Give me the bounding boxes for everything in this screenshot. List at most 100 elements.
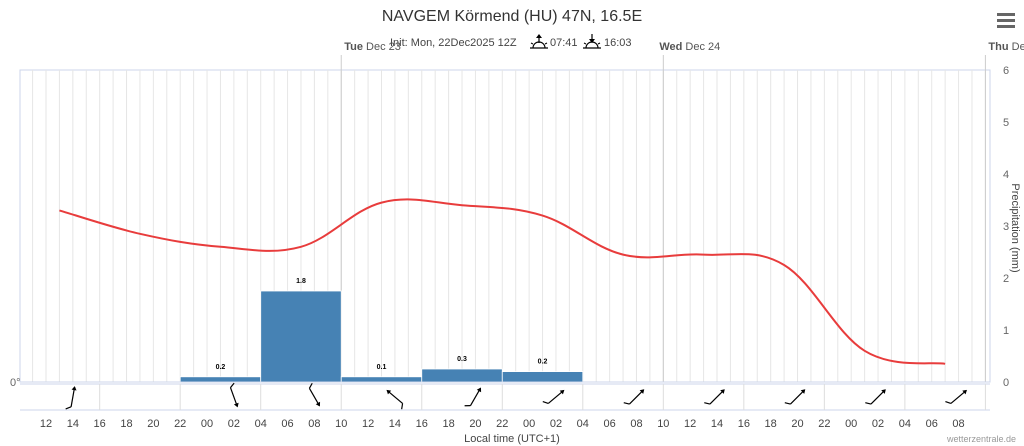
x-tick-label: 20 — [147, 418, 159, 430]
wind-barb-icon — [386, 389, 404, 410]
x-tick-label: 22 — [818, 418, 830, 430]
wind-barb-icon — [704, 389, 725, 405]
wind-barb-icon — [229, 382, 239, 408]
wind-barb-head — [800, 389, 806, 394]
wind-barb-shaft — [790, 389, 806, 405]
day-label-weekday: Tue — [344, 41, 363, 53]
sunset-time: 16:03 — [604, 37, 632, 49]
y-tick-label: 3 — [1003, 221, 1009, 233]
wind-barb-flag — [623, 402, 630, 405]
sunrise-icon — [530, 34, 548, 49]
x-tick-label: 06 — [926, 418, 938, 430]
wind-barb-flag — [229, 382, 235, 388]
wind-barb-icon — [464, 387, 482, 407]
precip-bar-label: 0.2 — [216, 364, 226, 371]
wind-barb-icon — [945, 389, 967, 404]
wind-barb-flag — [401, 403, 404, 410]
precip-bar-label: 0.2 — [538, 359, 548, 366]
wind-barb-flag — [865, 402, 872, 405]
wind-barb-icon — [865, 389, 886, 405]
trend-line — [59, 198, 946, 365]
wind-barb-shaft — [386, 390, 403, 404]
wind-barb-head — [386, 389, 392, 395]
wind-barb-head — [233, 402, 239, 408]
wind-barb-head — [476, 387, 482, 393]
init-label: Init: Mon, 22Dec2025 12Z — [390, 37, 517, 49]
y-tick-label: 2 — [1003, 273, 1009, 285]
x-tick-label: 22 — [496, 418, 508, 430]
wind-barb-shaft — [628, 389, 644, 405]
hamburger-menu-icon — [997, 13, 1015, 28]
wind-barb-icon — [65, 386, 77, 410]
x-tick-label: 00 — [201, 418, 213, 430]
y-axis-title: Precipitation (mm) — [1009, 183, 1021, 272]
sunset-icon — [583, 34, 601, 49]
precip-bar-label: 0.3 — [457, 356, 467, 363]
wind-barb-shaft — [229, 387, 238, 407]
x-tick-label: 02 — [550, 418, 562, 430]
wind-barb-shaft — [870, 389, 886, 405]
wind-barb-icon — [623, 389, 645, 405]
wind-barbs — [20, 382, 990, 411]
day-label: Thu Dec 25 — [988, 41, 1024, 53]
wind-barb-flag — [65, 406, 72, 410]
day-label: Wed Dec 24 — [659, 41, 720, 53]
wind-barb-flag — [308, 382, 313, 389]
wind-barb-flag — [464, 405, 471, 407]
x-tick-label: 20 — [469, 418, 481, 430]
day-label-date: Dec 25 — [1009, 41, 1024, 53]
x-tick-label: 00 — [845, 418, 857, 430]
x-tick-label: 22 — [174, 418, 186, 430]
wind-barb-icon — [784, 389, 806, 405]
wind-barb-shaft — [308, 388, 320, 406]
x-tick-label: 04 — [577, 418, 589, 430]
wind-barb-head — [315, 401, 321, 407]
wind-barb-shaft — [469, 388, 481, 406]
wind-barb-icon — [542, 389, 565, 404]
x-tick-label: 02 — [228, 418, 240, 430]
x-axis-title: Local time (UTC+1) — [464, 433, 560, 445]
grid-layer — [19, 55, 991, 383]
trend-line-layer — [59, 198, 946, 365]
y-tick-label: 5 — [1003, 117, 1009, 129]
credit-label: wetterzentrale.de — [946, 434, 1016, 444]
chart-menu-button[interactable] — [995, 11, 1017, 29]
day-label: Tue Dec 23 — [344, 41, 401, 53]
wind-barb-icon — [308, 382, 321, 407]
wind-barb-head — [71, 386, 77, 391]
wind-barb-shaft — [547, 390, 565, 404]
x-tick-label: 00 — [523, 418, 535, 430]
day-labels: Tue Dec 23 Thu Dec 25 Wed Dec 24 — [344, 41, 1024, 53]
x-tick-label: 10 — [335, 418, 347, 430]
y-tick-label: 4 — [1003, 169, 1009, 181]
x-tick-label: 16 — [416, 418, 428, 430]
wind-barb-head — [881, 389, 886, 394]
precip-bars: 0.2 1.8 0.1 0.3 0.2 — [179, 278, 584, 383]
chart-subtitle: Init: Mon, 22Dec2025 12Z 07:41 16:03 — [390, 34, 632, 49]
sunrise-time: 07:41 — [550, 37, 578, 49]
x-tick-label: 16 — [738, 418, 750, 430]
wind-barb-head — [559, 389, 565, 395]
y-tick-label: 1 — [1003, 325, 1009, 337]
x-tick-label: 18 — [120, 418, 132, 430]
chart-title: NAVGEM Körmend (HU) 47N, 16.5E — [382, 8, 642, 25]
day-label-date: Dec 23 — [363, 41, 401, 53]
wind-barb-shaft — [709, 389, 725, 405]
day-label-weekday: Wed — [659, 41, 682, 53]
precip-bar-label: 0.1 — [377, 364, 387, 371]
x-tick-label: 14 — [67, 418, 79, 430]
x-tick-label: 12 — [684, 418, 696, 430]
precip-bar — [260, 290, 342, 383]
wind-barb-flag — [784, 402, 791, 405]
wind-barb-head — [962, 389, 967, 395]
y-tick-label: 6 — [1003, 65, 1009, 77]
x-tick-label: 20 — [791, 418, 803, 430]
x-tick-label: 18 — [765, 418, 777, 430]
x-tick-label: 14 — [711, 418, 723, 430]
x-tick-label: 10 — [657, 418, 669, 430]
wind-barb-head — [639, 389, 645, 394]
day-label-date: Dec 24 — [682, 41, 720, 53]
x-tick-label: 02 — [872, 418, 884, 430]
x-tick-label: 06 — [604, 418, 616, 430]
